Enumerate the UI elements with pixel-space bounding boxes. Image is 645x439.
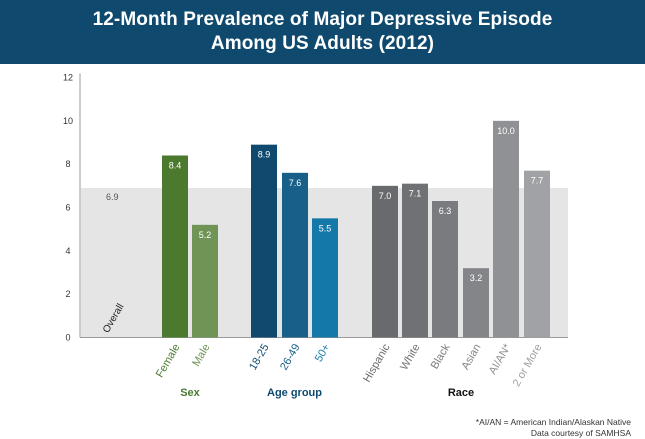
bar bbox=[432, 201, 458, 338]
y-tick-label: 8 bbox=[65, 159, 70, 169]
category-label: 26-49 bbox=[278, 342, 302, 372]
chart-header: 12-Month Prevalence of Major Depressive … bbox=[0, 0, 645, 64]
category-label: 2 or More bbox=[511, 342, 545, 389]
overall-value-label: 6.9 bbox=[106, 192, 119, 202]
bar bbox=[162, 155, 188, 338]
bar bbox=[493, 120, 519, 338]
chart-title-line-1: 12-Month Prevalence of Major Depressive … bbox=[92, 9, 553, 30]
y-tick-label: 10 bbox=[63, 116, 73, 126]
footnote-source: Data courtesy of SAMHSA bbox=[530, 428, 631, 438]
y-tick-label: 6 bbox=[65, 203, 70, 213]
bar bbox=[312, 218, 338, 338]
bar-chart: 6.9Overall0246810128.4Female5.2MaleSex8.… bbox=[63, 73, 568, 399]
category-label: White bbox=[398, 342, 422, 372]
category-label: AI/AN* bbox=[487, 341, 514, 376]
bar-value-label: 7.6 bbox=[289, 178, 302, 188]
category-label: Female bbox=[154, 342, 183, 380]
category-label: Hispanic bbox=[361, 342, 393, 385]
bar-value-label: 8.4 bbox=[169, 161, 182, 171]
y-tick-label: 2 bbox=[65, 289, 70, 299]
bar-value-label: 5.5 bbox=[319, 223, 332, 233]
y-tick-label: 4 bbox=[65, 246, 70, 256]
group-label: Race bbox=[448, 387, 474, 399]
category-label: Asian bbox=[459, 342, 483, 372]
bar-value-label: 7.7 bbox=[531, 176, 544, 186]
bar-value-label: 7.0 bbox=[379, 191, 392, 201]
bar bbox=[524, 170, 550, 338]
y-tick-label: 0 bbox=[65, 333, 70, 343]
bar-value-label: 7.1 bbox=[409, 189, 422, 199]
y-tick-label: 12 bbox=[63, 73, 73, 83]
bar bbox=[192, 224, 218, 338]
group-label: Sex bbox=[180, 387, 200, 399]
bar-value-label: 8.9 bbox=[258, 150, 271, 160]
bar bbox=[251, 144, 277, 338]
bar bbox=[282, 172, 308, 338]
bar bbox=[463, 268, 489, 338]
category-label: 50+ bbox=[313, 342, 333, 364]
bar-value-label: 5.2 bbox=[199, 230, 212, 240]
bar-value-label: 3.2 bbox=[470, 273, 483, 283]
group-label: Age group bbox=[267, 387, 322, 399]
bar-value-label: 6.3 bbox=[439, 206, 452, 216]
footnote-abbreviation: *AI/AN = American Indian/Alaskan Native bbox=[475, 417, 631, 427]
chart-title-line-2: Among US Adults (2012) bbox=[210, 33, 435, 54]
bar bbox=[402, 183, 428, 338]
category-label: Black bbox=[429, 342, 453, 372]
category-label: 18-25 bbox=[247, 342, 271, 372]
bar bbox=[372, 185, 398, 338]
category-label: Male bbox=[190, 342, 212, 369]
bar-value-label: 10.0 bbox=[497, 126, 515, 136]
